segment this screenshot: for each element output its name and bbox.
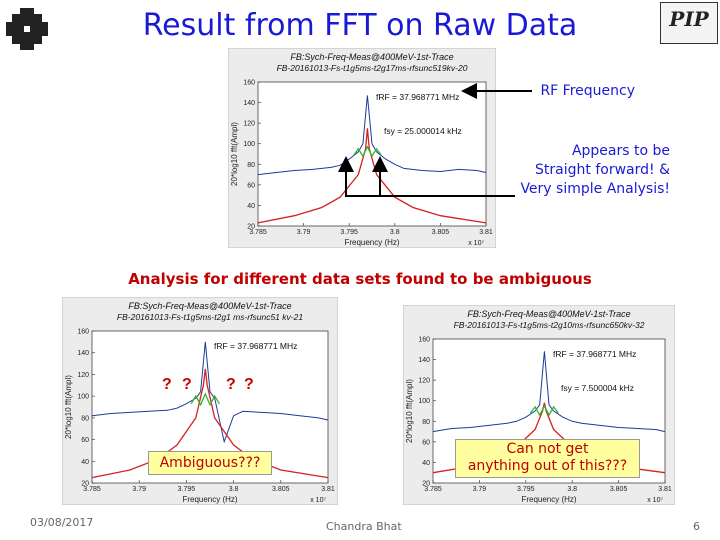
y-tick-label: 40 (422, 460, 430, 467)
x-axis-multiplier: x 10⁷ (310, 497, 326, 504)
x-tick-label: 3.79 (473, 486, 487, 493)
y-tick-label: 60 (81, 437, 89, 444)
y-tick-label: 40 (247, 203, 255, 210)
fermilab-logo-mark (6, 8, 48, 50)
y-tick-label: 100 (243, 141, 255, 148)
y-tick-label: 120 (418, 378, 430, 385)
callout-rf-frequency: RF Frequency (540, 83, 635, 99)
fermilab-logo (4, 6, 50, 52)
x-tick-label: 3.795 (517, 486, 535, 493)
x-tick-label: 3.785 (424, 486, 442, 493)
x-tick-label: 3.81 (321, 486, 335, 493)
footer-author: Chandra Bhat (326, 520, 402, 533)
x-tick-label: 3.8 (390, 229, 400, 236)
cannot-get-line-2: anything out of this??? (467, 458, 628, 474)
fit-curve (190, 392, 220, 407)
x-axis-label: Frequency (Hz) (344, 238, 399, 247)
fit-curve (529, 404, 559, 417)
footer-date: 03/08/2017 (30, 516, 94, 529)
y-tick-label: 60 (247, 182, 255, 189)
question-mark-2: ? (182, 376, 192, 393)
chart-annotation: fRF = 37.968771 MHz (214, 341, 297, 351)
slide-title: Result from FFT on Raw Data (142, 8, 578, 43)
y-tick-label: 140 (77, 350, 89, 357)
y-tick-label: 160 (77, 329, 89, 336)
y-tick-label: 120 (77, 372, 89, 379)
chart-annotation: fRF = 37.968771 MHz (553, 349, 636, 359)
y-tick-label: 80 (247, 162, 255, 169)
envelope-curve (257, 128, 487, 224)
chart-title-line-1: FB:Sych-Freq-Meas@400MeV-1st-Trace (128, 301, 291, 311)
y-tick-label: 20 (247, 224, 255, 231)
y-tick-label: 60 (422, 439, 430, 446)
x-tick-label: 3.8 (567, 486, 577, 493)
x-axis-multiplier: x 10⁷ (468, 240, 484, 247)
y-tick-label: 100 (418, 398, 430, 405)
y-axis-label: 20*log10 fft(Ampl) (405, 379, 414, 443)
footer-page-number: 6 (693, 520, 700, 533)
y-tick-label: 20 (81, 481, 89, 488)
fit-curve (353, 145, 382, 158)
cannot-get-line-1: Can not get (506, 441, 589, 457)
pip-logo-text: PIP (669, 7, 709, 31)
x-tick-label: 3.81 (658, 486, 672, 493)
chart-annotation: fsy = 25.000014 kHz (384, 126, 462, 136)
plot-area (257, 81, 487, 227)
x-axis-label: Frequency (Hz) (521, 495, 576, 504)
chart-top: FB:Sych-Freq-Meas@400MeV-1st-TraceFB-201… (228, 48, 496, 248)
y-tick-label: 160 (243, 80, 255, 87)
chart-annotation: fsy = 7.500004 kHz (561, 383, 634, 393)
y-tick-label: 140 (243, 100, 255, 107)
y-tick-label: 40 (81, 459, 89, 466)
chart-title-line-1: FB:Sych-Freq-Meas@400MeV-1st-Trace (467, 309, 630, 319)
y-tick-label: 100 (77, 394, 89, 401)
callout-simple-line-3: Very simple Analysis! (520, 181, 670, 197)
x-tick-label: 3.79 (297, 229, 311, 236)
callout-simple-analysis: Appears to be Straight forward! & Very s… (480, 142, 670, 199)
chart-title-line-2: FB-20161013-Fs-t1g5ms-t2g10ms-rfsunc650k… (454, 320, 645, 330)
pip-logo: PIP (660, 2, 718, 44)
callout-simple-line-1: Appears to be (571, 143, 670, 159)
question-mark-4: ? (244, 376, 254, 393)
y-axis-label: 20*log10 fft(Ampl) (230, 122, 239, 186)
x-tick-label: 3.79 (132, 486, 146, 493)
y-tick-label: 160 (418, 337, 430, 344)
x-tick-label: 3.805 (432, 229, 450, 236)
x-tick-label: 3.81 (479, 229, 493, 236)
x-tick-label: 3.785 (83, 486, 101, 493)
y-tick-label: 120 (243, 121, 255, 128)
fft-trace (91, 341, 329, 444)
cannot-get-box: Can not get anything out of this??? (455, 439, 640, 478)
chart-annotation: fRF = 37.968771 MHz (376, 92, 459, 102)
x-tick-label: 3.805 (610, 486, 628, 493)
x-axis-multiplier: x 10⁷ (647, 497, 663, 504)
x-tick-label: 3.795 (178, 486, 196, 493)
question-mark-1: ? (162, 376, 172, 393)
chart-title-line-2: FB-20161013-Fs-t1g5ms-t2g1 ms-rfsunc51 k… (117, 312, 303, 322)
callout-simple-line-2: Straight forward! & (535, 162, 670, 178)
chart-title-line-1: FB:Sych-Freq-Meas@400MeV-1st-Trace (290, 52, 453, 62)
y-tick-label: 20 (422, 481, 430, 488)
question-mark-3: ? (226, 376, 236, 393)
x-tick-label: 3.805 (272, 486, 290, 493)
x-tick-label: 3.785 (249, 229, 267, 236)
y-tick-label: 140 (418, 357, 430, 364)
x-tick-label: 3.8 (229, 486, 239, 493)
x-tick-label: 3.795 (340, 229, 358, 236)
ambiguous-box: Ambiguous??? (148, 451, 272, 475)
y-tick-label: 80 (422, 419, 430, 426)
y-tick-label: 80 (81, 415, 89, 422)
fft-trace (432, 351, 666, 433)
subtitle-ambiguous: Analysis for different data sets found t… (128, 270, 592, 288)
chart-title-line-2: FB-20161013-Fs-t1g5ms-t2g17ms-rfsunc519k… (277, 63, 468, 73)
y-axis-label: 20*log10 fft(Ampl) (64, 375, 73, 439)
x-axis-label: Frequency (Hz) (182, 495, 237, 504)
